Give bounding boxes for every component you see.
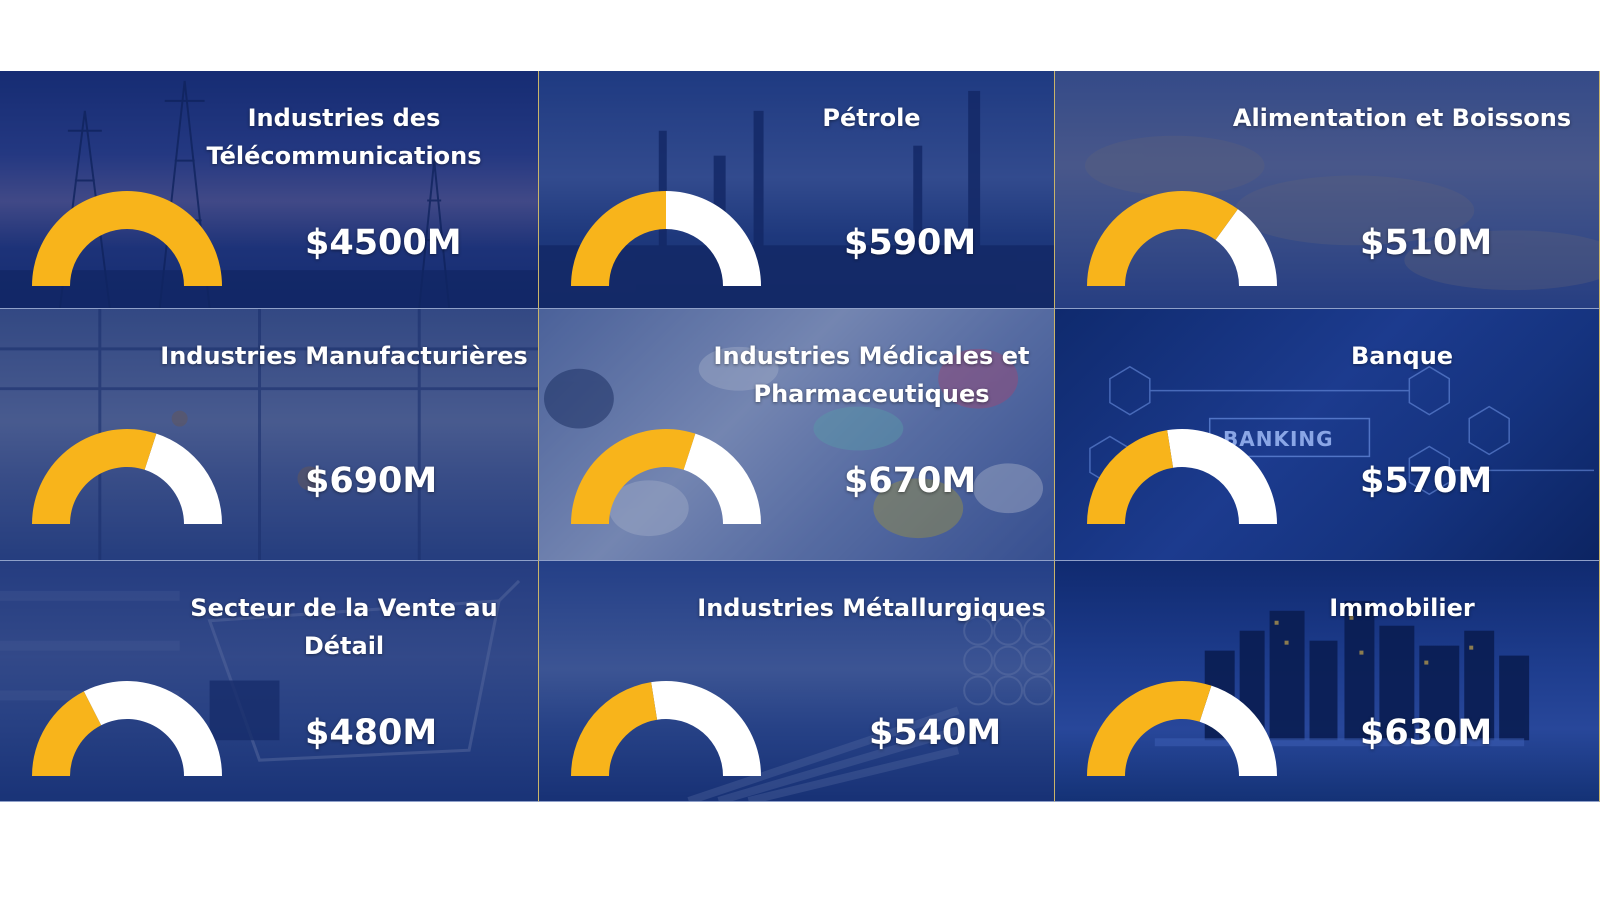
gauge bbox=[571, 429, 761, 524]
tile-title: Industries Métallurgiques bbox=[697, 594, 1046, 622]
tile-title: Alimentation et Boissons bbox=[1232, 104, 1572, 132]
gauge bbox=[571, 681, 761, 776]
gauge-track bbox=[1215, 209, 1277, 286]
tile-oil: Pétrole $590M bbox=[539, 71, 1055, 309]
gauge-fill bbox=[1087, 430, 1174, 524]
tile-value: $510M bbox=[1360, 223, 1493, 263]
gauge-track bbox=[1199, 685, 1277, 776]
tile-telecom: Industries des Télécommunications $4500M bbox=[0, 71, 539, 309]
gauge bbox=[571, 191, 761, 286]
tile-title: Industries Manufacturières bbox=[160, 342, 528, 370]
tile-title: Industries des Télécommunications bbox=[206, 104, 482, 170]
tile-bank: BANKING Banque $570M bbox=[1055, 309, 1600, 561]
tile-value: $670M bbox=[844, 461, 977, 501]
tile-title: Banque bbox=[1350, 342, 1454, 370]
gauge-fill bbox=[1087, 681, 1212, 776]
gauge-track bbox=[144, 433, 223, 524]
tile-overlay bbox=[0, 309, 538, 560]
gauge bbox=[1087, 191, 1277, 286]
tile-medical: Industries Médicales et Pharmaceutiques … bbox=[539, 309, 1055, 561]
tile-value: $480M bbox=[305, 713, 438, 753]
gauge bbox=[1087, 429, 1277, 524]
tile-title: Immobilier bbox=[1329, 594, 1475, 622]
tile-overlay bbox=[539, 309, 1054, 560]
gauge-fill bbox=[32, 190, 222, 286]
gauge-fill bbox=[571, 429, 696, 524]
gauge bbox=[32, 429, 223, 524]
tile-value: $590M bbox=[844, 223, 977, 263]
gauge-track bbox=[683, 433, 761, 524]
city-skyline-image bbox=[1055, 561, 1599, 801]
gauge bbox=[32, 681, 222, 776]
tile-value: $540M bbox=[869, 713, 1002, 753]
gauge-track bbox=[651, 681, 761, 776]
industry-grid: Industries des Télécommunications $4500M… bbox=[0, 71, 1600, 802]
tile-overlay bbox=[539, 561, 1054, 801]
gauge-track bbox=[666, 191, 761, 286]
tile-value: $690M bbox=[305, 461, 438, 501]
tile-overlay bbox=[539, 71, 1054, 308]
gauge-fill bbox=[32, 429, 157, 524]
gauge-fill bbox=[32, 691, 102, 776]
tile-metal: Industries Métallurgiques $540M bbox=[539, 561, 1055, 802]
gauge-fill bbox=[571, 682, 658, 776]
banking-network-image: BANKING bbox=[1055, 309, 1599, 560]
tile-value: $4500M bbox=[305, 223, 462, 263]
tile-overlay bbox=[0, 561, 538, 801]
tile-retail: Secteur de la Vente au Détail $480M bbox=[0, 561, 539, 802]
gauge-fill bbox=[1087, 191, 1238, 286]
tile-manufacturing: Industries Manufacturières $690M bbox=[0, 309, 539, 561]
banking-sign: BANKING bbox=[1223, 427, 1334, 451]
pills-image bbox=[539, 309, 1054, 560]
gauge bbox=[32, 190, 222, 286]
tile-title: Secteur de la Vente au Détail bbox=[190, 594, 498, 660]
tile-value: $630M bbox=[1360, 713, 1493, 753]
gauge-track bbox=[83, 681, 222, 776]
gauge-fill bbox=[571, 191, 666, 286]
tile-real-estate: Immobilier $630M bbox=[1055, 561, 1600, 802]
tile-title: Industries Médicales et Pharmaceutiques bbox=[713, 342, 1030, 408]
tile-title: Pétrole bbox=[822, 104, 921, 132]
tile-food: Alimentation et Boissons $510M bbox=[1055, 71, 1600, 309]
tile-overlay bbox=[1055, 71, 1599, 308]
gauge bbox=[1087, 681, 1277, 776]
tile-value: $570M bbox=[1360, 461, 1493, 501]
gauge-track bbox=[1167, 429, 1277, 524]
tile-overlay bbox=[0, 71, 538, 308]
